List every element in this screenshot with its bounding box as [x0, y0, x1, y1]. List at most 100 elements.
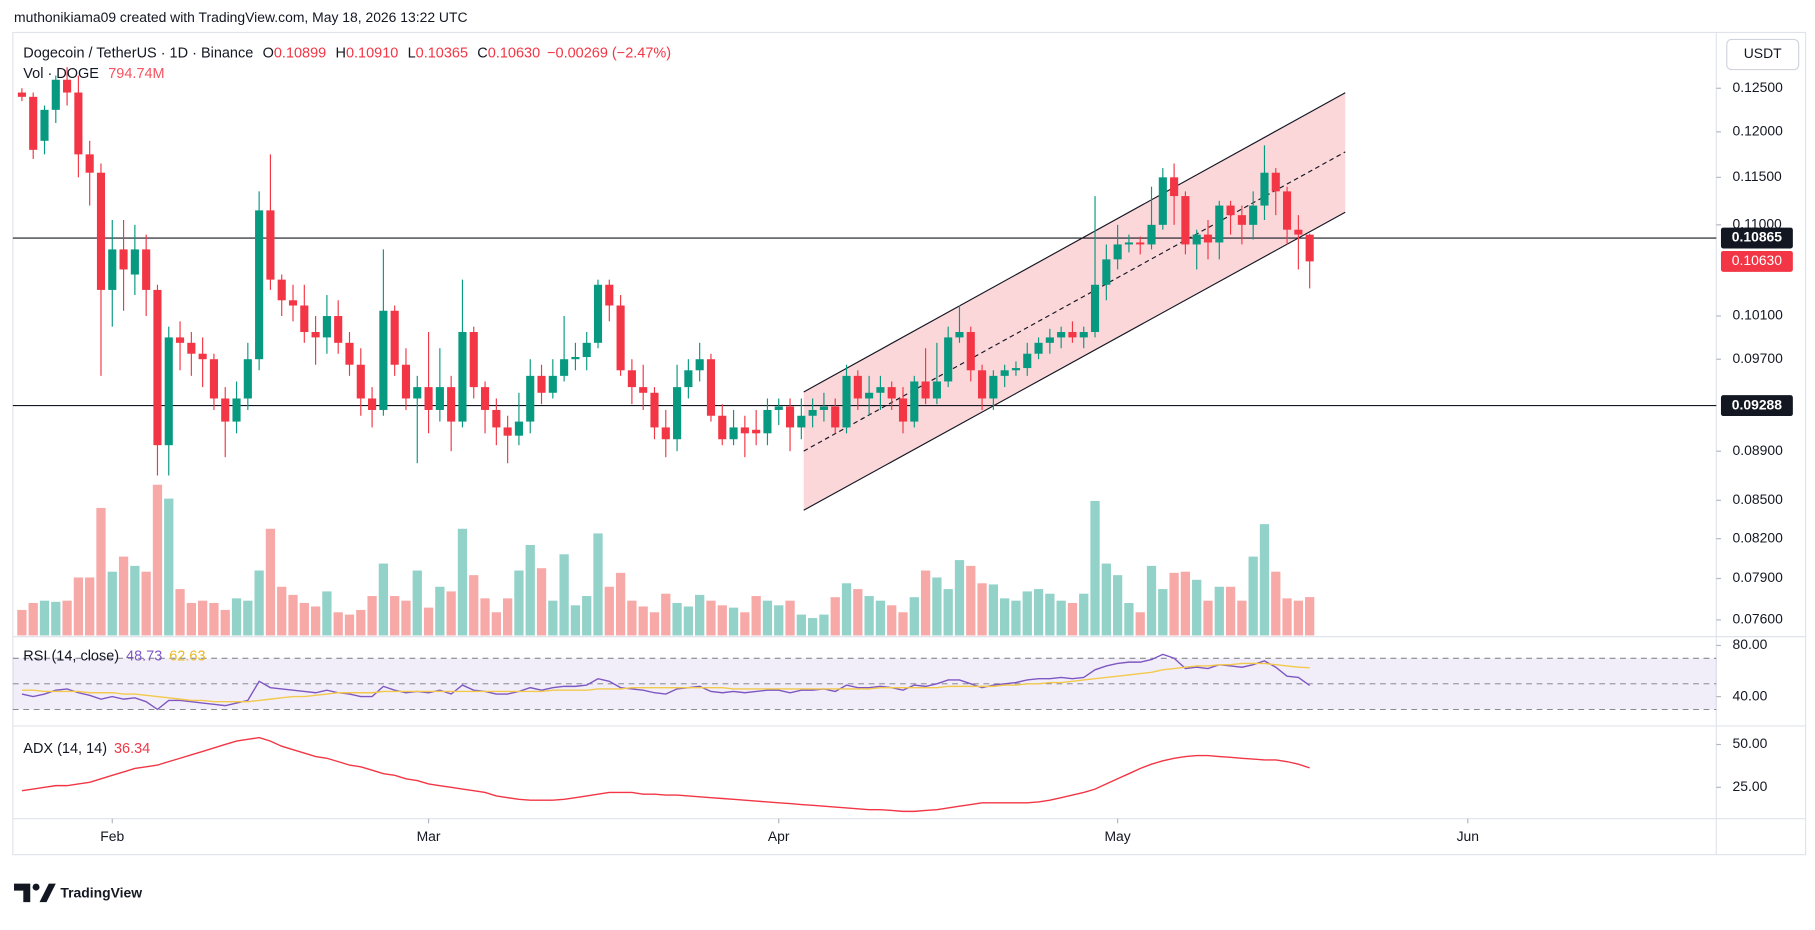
volume-bar	[1259, 524, 1270, 636]
y-tick-label: 0.12500	[1733, 79, 1784, 95]
currency-button[interactable]	[1726, 38, 1800, 71]
volume-bar	[277, 586, 287, 636]
volume-bar	[570, 605, 581, 636]
volume-bar	[875, 600, 886, 636]
candle-body	[910, 381, 919, 422]
volume-bar	[604, 586, 614, 636]
y-tick-label: 40.00	[1733, 687, 1768, 703]
candle-body	[898, 398, 908, 422]
y-tick-label: 0.08500	[1733, 491, 1784, 507]
volume-bar	[299, 602, 309, 636]
channel-upper	[803, 92, 1346, 393]
volume-bar	[401, 600, 411, 636]
volume-bar	[130, 565, 140, 636]
candle-body	[808, 409, 817, 416]
volume-bar	[559, 554, 569, 636]
volume-bar	[28, 602, 38, 636]
ohlc-key: C	[477, 45, 487, 61]
candle-body	[932, 381, 941, 399]
candle-body	[29, 96, 38, 150]
volume-bar	[39, 600, 50, 636]
logo: TradingView	[14, 883, 142, 903]
candle-body	[96, 172, 106, 290]
candle-body	[1237, 215, 1246, 225]
volume-bar	[841, 583, 852, 636]
candle-body	[401, 364, 411, 399]
x-tick-label: Mar	[417, 828, 441, 844]
symbol-title: Dogecoin / TetherUS · 1D · Binance	[23, 45, 253, 61]
volume-bar	[661, 593, 671, 636]
volume-bar	[85, 577, 95, 636]
candle-body	[842, 375, 851, 428]
volume-bar	[1022, 591, 1032, 636]
candle-body	[1294, 229, 1303, 235]
candle-body	[153, 289, 162, 446]
candle-body	[865, 392, 874, 399]
rsi-value: 48.73	[126, 648, 162, 664]
ohlc-value: 0.10910	[346, 45, 398, 61]
plot-area: 0.12500 0.12000 0.11500 0.11000 0.10100 0.097…	[12, 67, 1793, 844]
last-price-label: 0.10630	[1732, 252, 1783, 268]
volume-bar	[209, 602, 219, 636]
adx-legend: ADX (14, 14) 36.34	[23, 741, 150, 757]
ohlc-key: O	[263, 45, 274, 61]
candle-body	[1158, 177, 1167, 225]
candle-body	[379, 310, 388, 410]
volume-name: Vol · DOGE	[23, 66, 99, 82]
candle-body	[548, 375, 557, 393]
volume-bar	[265, 528, 276, 636]
volume-bar	[73, 577, 84, 636]
candle-body	[1034, 342, 1043, 354]
volume-bar	[310, 606, 321, 636]
candle-body	[819, 406, 828, 410]
volume-bar	[1011, 600, 1021, 636]
last-price-bg	[1720, 250, 1793, 272]
indicator-line	[21, 736, 1310, 813]
candle-body	[1000, 370, 1009, 376]
ohlc-value: 0.10899	[274, 45, 326, 61]
y-tick-label: 0.10100	[1733, 307, 1784, 323]
y-tick-label: 80.00	[1733, 636, 1768, 652]
volume-bar	[864, 596, 874, 636]
currency-label[interactable]: USDT	[1744, 45, 1782, 61]
candle-body	[243, 359, 252, 399]
candle-body	[785, 406, 795, 428]
volume-bar	[853, 589, 863, 636]
candle-body	[63, 79, 72, 93]
volume-bar	[51, 601, 61, 636]
logo-mark	[32, 883, 40, 891]
volume-bar	[548, 600, 558, 636]
indicator-line	[21, 653, 1311, 711]
candle-body	[616, 305, 625, 371]
candle-body	[1226, 205, 1235, 216]
candle-body	[1283, 191, 1292, 230]
candle-body	[853, 375, 862, 399]
volume-bar	[118, 556, 129, 636]
volume-bar	[1158, 589, 1168, 636]
candle-body	[763, 409, 772, 434]
volume-bar	[977, 583, 987, 636]
candle-body	[175, 337, 185, 343]
candle-body	[503, 427, 512, 436]
candle-body	[345, 342, 354, 365]
x-tick-label: Apr	[768, 828, 790, 844]
volume-bar	[322, 591, 332, 636]
price-line-label-bg	[1720, 227, 1793, 249]
candle-body	[424, 387, 433, 410]
candle-body	[1124, 242, 1133, 245]
candle-body	[1057, 332, 1066, 338]
candle-body	[1170, 177, 1179, 197]
volume-bar	[423, 607, 434, 636]
volume-bar	[1033, 589, 1044, 636]
candle-body	[605, 284, 614, 306]
candle-body	[740, 427, 749, 434]
candle-body	[300, 305, 309, 333]
logo-mark	[39, 883, 56, 903]
candle-body	[130, 249, 139, 275]
adx-title: ADX (14, 14)	[23, 741, 107, 757]
candle-body	[74, 92, 83, 155]
candle-body	[164, 337, 173, 446]
x-tick-label: May	[1104, 828, 1130, 844]
